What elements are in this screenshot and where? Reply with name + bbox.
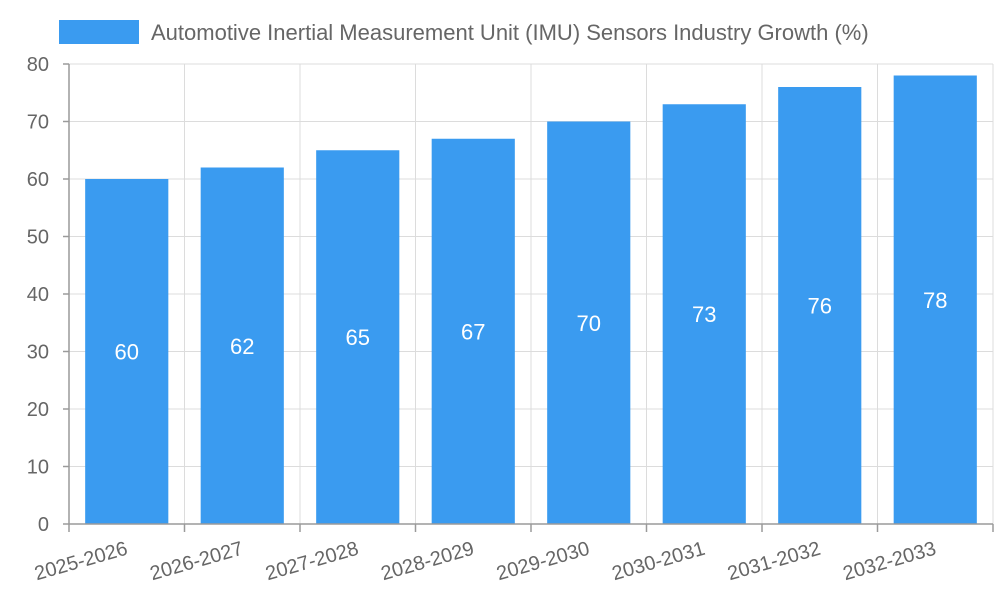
- x-tick-label: 2025-2026: [32, 538, 130, 586]
- bar-value-label: 78: [923, 288, 947, 313]
- bar-value-label: 62: [230, 334, 254, 359]
- y-tick-label: 20: [27, 399, 49, 421]
- y-tick-label: 10: [27, 457, 49, 479]
- x-tick-label: 2027-2028: [263, 538, 361, 586]
- bar-value-label: 65: [346, 325, 370, 350]
- bars: [85, 75, 977, 524]
- bar: [431, 138, 515, 524]
- bar-value-label: 60: [115, 340, 139, 365]
- y-tick-label: 0: [38, 514, 49, 536]
- bar-value-label: 67: [461, 319, 485, 344]
- y-tick-label: 80: [27, 54, 49, 76]
- bar-value-label: 70: [577, 311, 601, 336]
- bar: [778, 87, 862, 524]
- bar: [85, 179, 169, 524]
- bar-value-label: 73: [692, 302, 716, 327]
- x-tick-label: 2026-2027: [148, 538, 246, 586]
- bar: [200, 167, 284, 524]
- axes: [63, 63, 994, 532]
- bar-value-label: 76: [808, 294, 832, 319]
- x-tick-label: 2032-2033: [841, 538, 939, 586]
- y-tick-label: 30: [27, 342, 49, 364]
- y-tick-label: 60: [27, 169, 49, 191]
- y-tick-label: 70: [27, 112, 49, 134]
- bar: [316, 150, 400, 524]
- legend-label: Automotive Inertial Measurement Unit (IM…: [151, 20, 869, 45]
- legend: Automotive Inertial Measurement Unit (IM…: [59, 20, 869, 45]
- x-tick-label: 2031-2032: [725, 538, 823, 586]
- bar: [662, 104, 746, 524]
- bar: [547, 121, 631, 524]
- x-tick-label: 2029-2030: [494, 538, 592, 586]
- y-tick-label: 40: [27, 284, 49, 306]
- x-tick-label: 2030-2031: [610, 538, 708, 586]
- legend-swatch: [59, 20, 139, 44]
- x-tick-label: 2028-2029: [379, 538, 477, 586]
- bar: [893, 75, 977, 524]
- y-tick-label: 50: [27, 227, 49, 249]
